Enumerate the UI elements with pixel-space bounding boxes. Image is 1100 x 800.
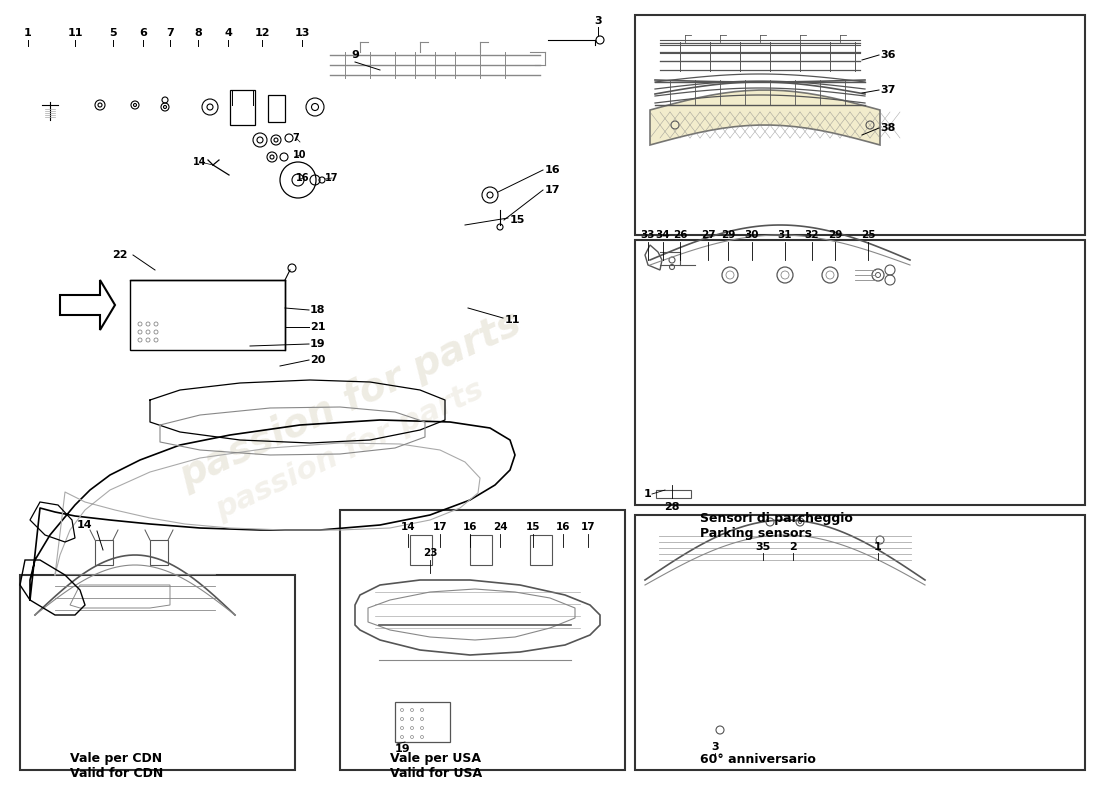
Bar [410, 535, 432, 565]
Text: 14: 14 [400, 522, 416, 532]
Bar [340, 510, 625, 770]
Text: 60° anniversario: 60° anniversario [700, 753, 816, 766]
Bar [470, 535, 492, 565]
Text: 21: 21 [310, 322, 326, 332]
Text: 1: 1 [24, 28, 32, 38]
Text: 32: 32 [805, 230, 820, 240]
Text: 11: 11 [67, 28, 82, 38]
Text: 12: 12 [254, 28, 270, 38]
Text: 18: 18 [310, 305, 326, 315]
Text: 36: 36 [880, 50, 895, 60]
Text: 3: 3 [712, 742, 718, 752]
Text: 13: 13 [295, 28, 310, 38]
Bar [150, 540, 168, 565]
Text: 1: 1 [874, 542, 882, 552]
Polygon shape [650, 90, 880, 145]
Text: 4: 4 [224, 28, 232, 38]
Text: 35: 35 [756, 542, 771, 552]
Text: 16: 16 [556, 522, 570, 532]
Text: 22: 22 [112, 250, 128, 260]
Text: 27: 27 [701, 230, 715, 240]
Text: 19: 19 [310, 339, 326, 349]
Text: 5: 5 [109, 28, 117, 38]
Text: 38: 38 [880, 123, 895, 133]
Text: 15: 15 [510, 215, 526, 225]
Bar [635, 240, 1085, 505]
Bar [635, 15, 1085, 235]
Text: 7: 7 [166, 28, 174, 38]
Text: 30: 30 [745, 230, 759, 240]
Text: 11: 11 [505, 315, 520, 325]
Bar [530, 535, 552, 565]
Text: 2: 2 [789, 542, 796, 552]
Text: 17: 17 [581, 522, 595, 532]
Text: 16: 16 [544, 165, 561, 175]
Bar [95, 540, 113, 565]
Bar [395, 702, 450, 742]
Text: 15: 15 [526, 522, 540, 532]
Text: 28: 28 [664, 502, 680, 512]
Bar [20, 575, 295, 770]
Text: 17: 17 [432, 522, 448, 532]
Text: 14: 14 [77, 520, 92, 530]
Text: 17: 17 [544, 185, 561, 195]
Text: 6: 6 [139, 28, 147, 38]
Bar [656, 490, 691, 498]
Text: 37: 37 [880, 85, 895, 95]
Text: 17: 17 [326, 173, 339, 183]
Text: 24: 24 [493, 522, 507, 532]
Text: 29: 29 [720, 230, 735, 240]
Text: 16: 16 [463, 522, 477, 532]
Text: 25: 25 [860, 230, 876, 240]
Text: 19: 19 [395, 744, 410, 754]
Text: Vale per CDN
Valid for CDN: Vale per CDN Valid for CDN [70, 752, 163, 780]
Text: 16: 16 [296, 173, 310, 183]
Text: 10: 10 [294, 150, 307, 160]
Text: 20: 20 [310, 355, 326, 365]
Bar [130, 280, 285, 350]
Text: Sensori di parcheggio
Parking sensors: Sensori di parcheggio Parking sensors [700, 512, 852, 540]
Text: 14: 14 [194, 157, 207, 167]
Text: passion for parts: passion for parts [211, 375, 488, 525]
Text: 9: 9 [351, 50, 359, 60]
Text: passion for parts: passion for parts [173, 304, 527, 496]
Text: 33: 33 [640, 230, 656, 240]
Text: 7: 7 [293, 133, 299, 143]
Text: 8: 8 [194, 28, 202, 38]
Text: Vale per USA
Valid for USA: Vale per USA Valid for USA [390, 752, 482, 780]
Text: 26: 26 [673, 230, 688, 240]
Text: 34: 34 [656, 230, 670, 240]
Text: 1: 1 [645, 489, 652, 499]
Text: 23: 23 [422, 548, 438, 558]
Text: 31: 31 [778, 230, 792, 240]
Text: 3: 3 [594, 16, 602, 26]
Text: 29: 29 [828, 230, 843, 240]
Bar [635, 515, 1085, 770]
